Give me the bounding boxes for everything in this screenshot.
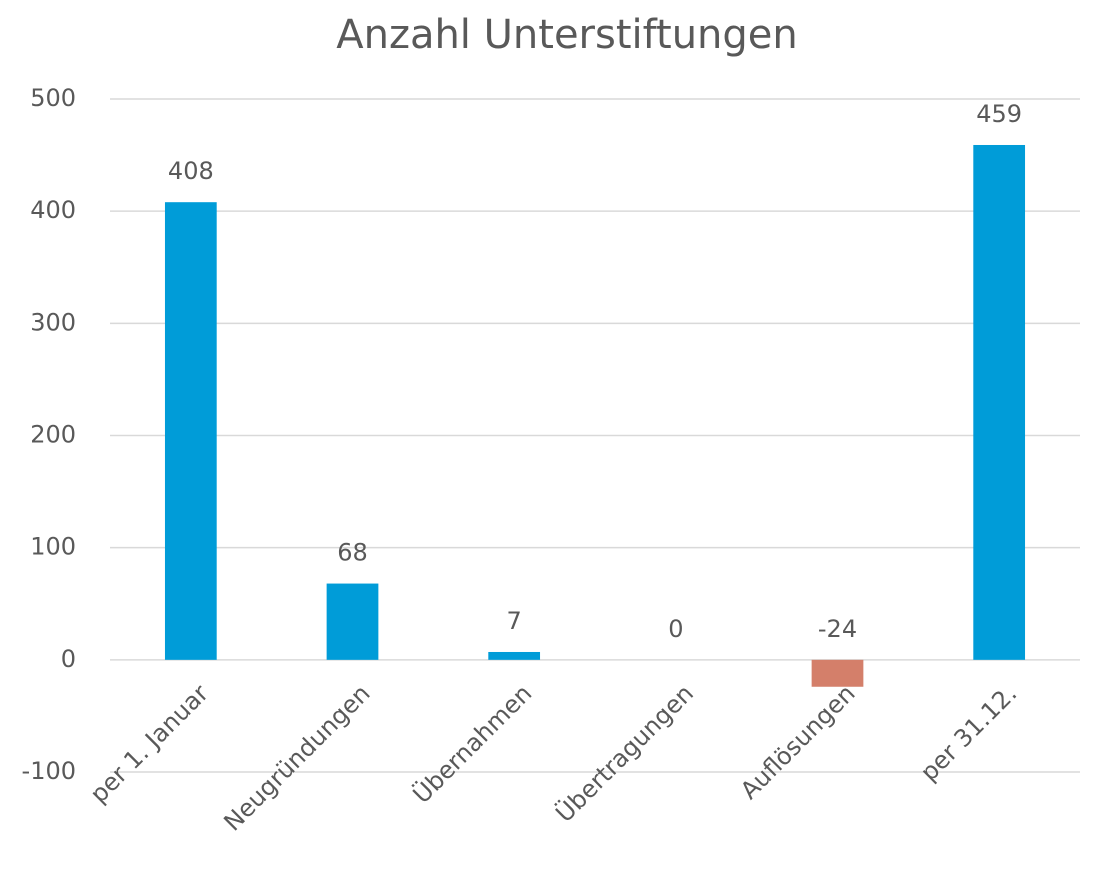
x-tick-label: Neugründungen <box>218 679 375 836</box>
y-tick-label: 200 <box>30 421 76 449</box>
data-label: 7 <box>507 607 522 635</box>
data-label: 459 <box>976 100 1022 128</box>
x-tick-label: Auflösungen <box>735 679 861 805</box>
y-tick-label: 100 <box>30 533 76 561</box>
y-tick-label: 300 <box>30 308 76 336</box>
bar <box>973 144 1026 660</box>
x-tick-label: per 1. Januar <box>85 679 214 808</box>
bar <box>811 659 864 687</box>
data-label: 0 <box>668 615 683 643</box>
bar <box>326 583 379 660</box>
y-tick-label: -100 <box>22 757 76 785</box>
x-tick-label: Übertragungen <box>550 679 699 828</box>
chart-title: Anzahl Unterstiftungen <box>336 12 798 58</box>
x-tick-label: Übernahmen <box>407 679 537 809</box>
data-label: 408 <box>168 157 214 185</box>
bar <box>488 651 541 660</box>
x-tick-label: per 31.12. <box>915 679 1022 786</box>
data-label: -24 <box>818 615 857 643</box>
y-tick-label: 500 <box>30 84 76 112</box>
y-tick-label: 400 <box>30 196 76 224</box>
bar <box>164 202 217 660</box>
data-label: 68 <box>337 539 368 567</box>
y-tick-label: 0 <box>61 645 76 673</box>
